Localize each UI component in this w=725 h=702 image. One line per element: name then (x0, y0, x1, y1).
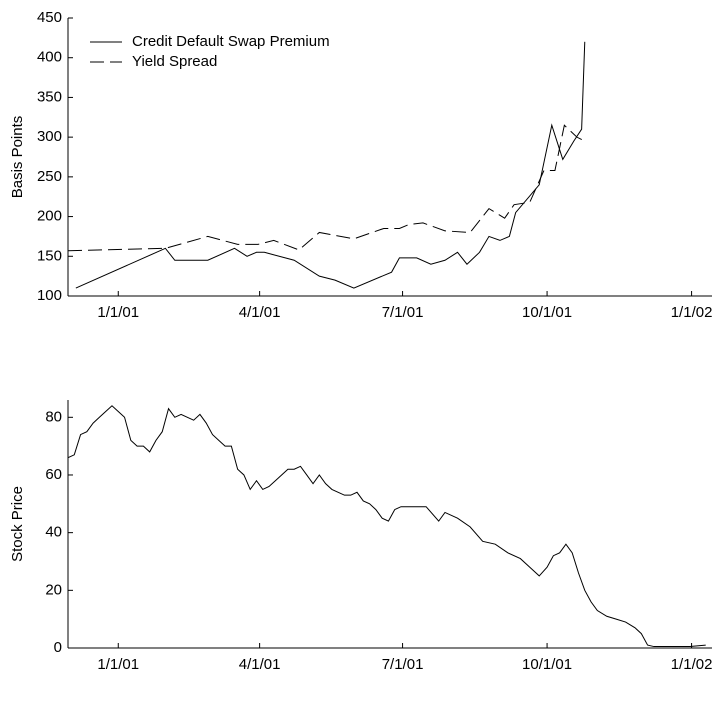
x-tick-label: 1/1/01 (97, 656, 139, 673)
x-tick-label: 4/1/01 (239, 304, 281, 321)
y-tick-label: 400 (37, 49, 62, 66)
x-tick-label: 4/1/01 (239, 656, 281, 673)
y-axis-label: Stock Price (9, 486, 26, 562)
y-tick-label: 300 (37, 128, 62, 145)
x-tick-label: 10/1/01 (522, 656, 572, 673)
series-line (67, 405, 706, 648)
y-axis-label: Basis Points (9, 116, 26, 199)
x-tick-label: 1/1/02 (671, 304, 713, 321)
y-tick-label: 60 (45, 466, 62, 483)
x-tick-label: 1/1/02 (671, 656, 713, 673)
x-tick-label: 1/1/01 (97, 304, 139, 321)
y-tick-label: 0 (54, 639, 62, 656)
y-tick-label: 100 (37, 287, 62, 304)
y-tick-label: 450 (37, 9, 62, 26)
y-tick-label: 150 (37, 247, 62, 264)
y-tick-label: 350 (37, 88, 62, 105)
y-tick-label: 250 (37, 168, 62, 185)
y-tick-label: 40 (45, 524, 62, 541)
y-tick-label: 20 (45, 581, 62, 598)
y-tick-label: 200 (37, 208, 62, 225)
x-tick-label: 7/1/01 (382, 304, 424, 321)
legend-label: Credit Default Swap Premium (132, 33, 330, 50)
y-tick-label: 80 (45, 408, 62, 425)
x-tick-label: 10/1/01 (522, 304, 572, 321)
legend-label: Yield Spread (132, 53, 217, 70)
x-tick-label: 7/1/01 (382, 656, 424, 673)
series-line (75, 41, 586, 289)
series-line (67, 124, 585, 252)
